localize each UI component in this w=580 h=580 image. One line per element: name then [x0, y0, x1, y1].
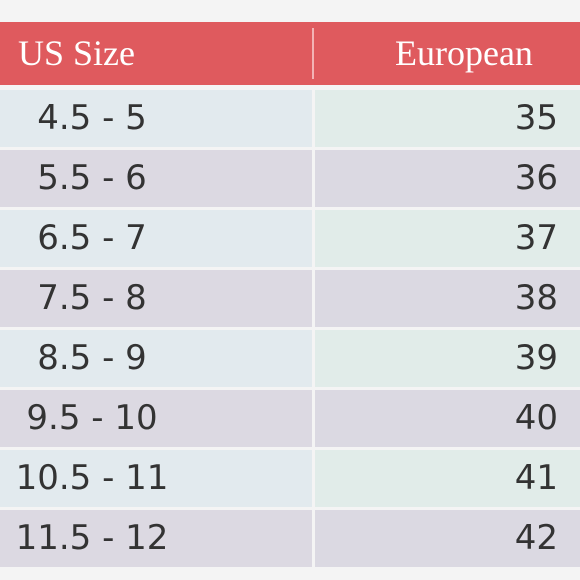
us-size-cell: 7.5 - 8 [0, 270, 312, 327]
us-size-cell: 9.5 - 10 [0, 390, 312, 447]
us-size-cell: 4.5 - 5 [0, 90, 312, 147]
european-size-cell: 42 [315, 510, 580, 567]
european-size-cell: 40 [315, 390, 580, 447]
header-divider [312, 28, 314, 79]
european-size-cell: 39 [315, 330, 580, 387]
european-size-cell: 38 [315, 270, 580, 327]
header-cell: European [395, 33, 533, 73]
header-cell: US Size [18, 33, 135, 73]
european-size-cell: 41 [315, 450, 580, 507]
european-size-cell: 37 [315, 210, 580, 267]
us-size-cell: 5.5 - 6 [0, 150, 312, 207]
european-size-cell: 36 [315, 150, 580, 207]
us-size-cell: 10.5 - 11 [0, 450, 312, 507]
us-size-cell: 6.5 - 7 [0, 210, 312, 267]
european-size-cell: 35 [315, 90, 580, 147]
us-size-cell: 8.5 - 9 [0, 330, 312, 387]
table-header: US Size European [0, 22, 580, 85]
us-size-cell: 11.5 - 12 [0, 510, 312, 567]
